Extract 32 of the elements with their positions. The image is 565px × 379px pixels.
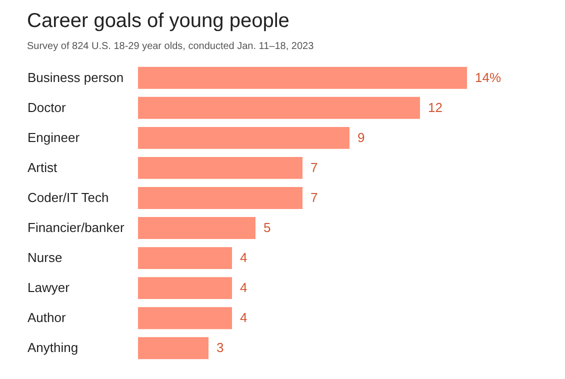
- y-tick-label: Coder/IT Tech: [28, 190, 109, 205]
- data-label: 5: [264, 220, 271, 236]
- data-label: 4: [240, 280, 248, 296]
- bar: [138, 247, 232, 270]
- data-label: 3: [216, 340, 224, 356]
- bar: [138, 126, 350, 149]
- chart-subtitle: Survey of 824 U.S. 18-29 year olds, conducted Jan. 11–18, 2023: [27, 41, 314, 52]
- bar: [138, 217, 256, 239]
- y-tick-label: Artist: [28, 160, 58, 175]
- data-label: 12: [428, 100, 442, 115]
- bar: [138, 187, 302, 209]
- bar: [138, 96, 420, 119]
- y-tick-label: Business person: [28, 70, 124, 85]
- y-tick-label: Lawyer: [28, 280, 70, 296]
- y-tick-label: Author: [28, 310, 66, 326]
- chart-title: Career goals of young people: [27, 10, 290, 32]
- data-label: 7: [310, 190, 318, 205]
- data-label: 4: [240, 250, 248, 266]
- data-label: 9: [358, 130, 365, 145]
- bar: [138, 156, 302, 179]
- y-tick-label: Engineer: [28, 130, 80, 145]
- y-tick-label: Doctor: [28, 100, 66, 115]
- bar: [138, 337, 208, 360]
- bar: [138, 277, 232, 300]
- bar: [138, 66, 467, 89]
- bar: [138, 307, 232, 330]
- data-label: 7: [310, 160, 318, 175]
- data-label: 4: [240, 310, 248, 326]
- y-tick-label: Financier/banker: [28, 220, 125, 236]
- y-tick-label: Anything: [28, 340, 78, 356]
- y-tick-label: Nurse: [28, 250, 62, 266]
- data-label: 14%: [475, 70, 502, 85]
